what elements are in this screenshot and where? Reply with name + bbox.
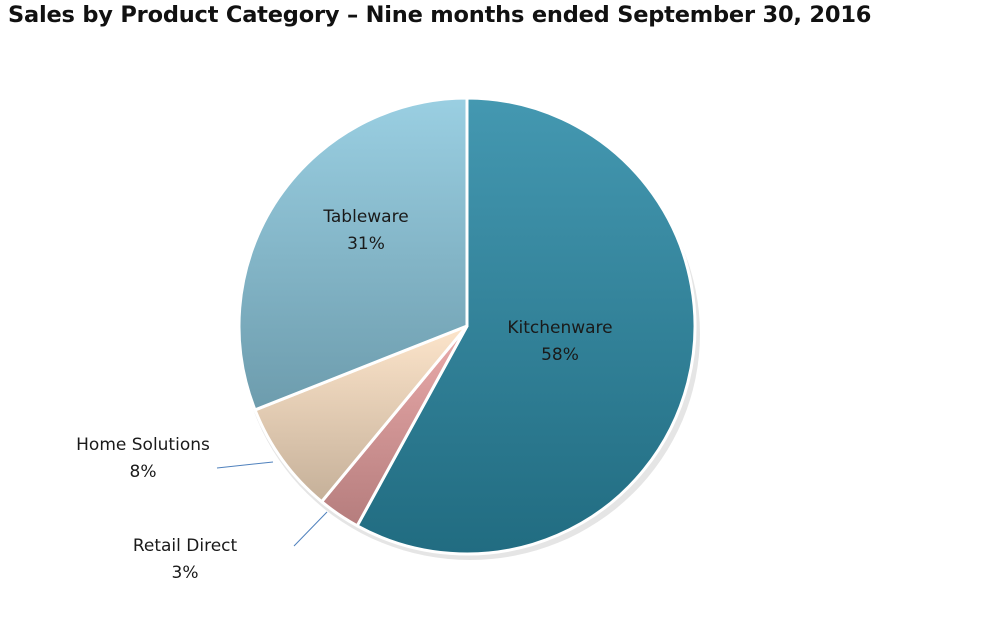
slice-label-retail-direct: Retail Direct <box>133 536 238 556</box>
slice-labels: Kitchenware 58% Retail Direct 3% Home Soluti… <box>76 207 613 583</box>
slice-value-home-solutions: 8% <box>130 462 157 482</box>
slice-value-kitchenware: 58% <box>541 345 579 365</box>
slice-label-tableware: Tableware <box>322 207 408 227</box>
slice-label-kitchenware: Kitchenware <box>507 318 612 338</box>
leader-line-retail-direct <box>293 511 328 547</box>
pie-slice-home-solutions <box>253 324 469 504</box>
pie-slice-kitchenware <box>355 96 697 556</box>
leader-lines <box>216 461 328 547</box>
leader-line-home-solutions <box>216 461 274 469</box>
slice-value-retail-direct: 3% <box>172 563 199 583</box>
slice-label-home-solutions: Home Solutions <box>76 435 210 455</box>
pie-slices <box>237 96 697 556</box>
slice-value-tableware: 31% <box>347 234 385 254</box>
pie-slice-tableware <box>237 96 469 412</box>
chart-title: Sales by Product Category – Nine months … <box>8 2 872 28</box>
